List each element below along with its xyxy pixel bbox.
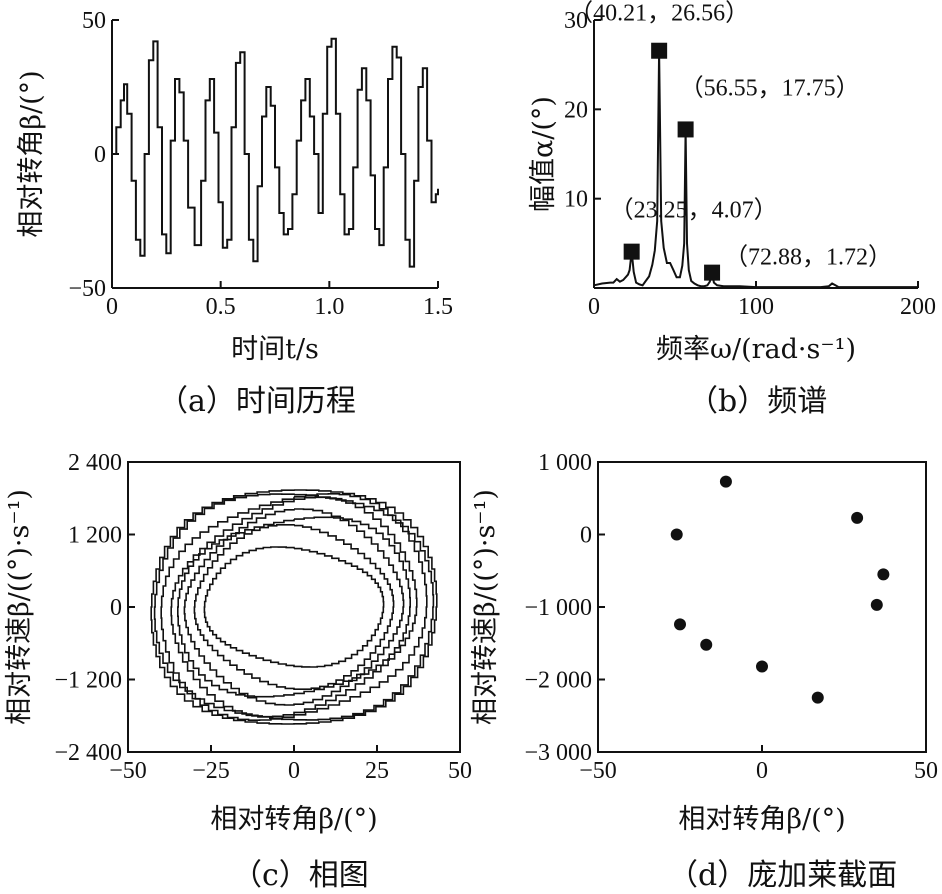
- peak-marker: [677, 121, 694, 138]
- x-tick-label: −50: [109, 758, 147, 784]
- phase-orbit: [160, 493, 428, 721]
- phase-orbit: [183, 508, 405, 706]
- peak-label: （23.25，4.07）: [610, 198, 778, 224]
- y-tick-label: −2 000: [524, 668, 592, 694]
- x-axis-label: 时间t/s: [231, 334, 319, 365]
- caption-b: （b）频谱: [688, 384, 828, 419]
- scatter-point: [670, 528, 683, 541]
- phase-orbit: [203, 546, 385, 668]
- x-tick-label: 25: [365, 758, 389, 784]
- y-tick-label: −50: [68, 276, 106, 302]
- y-tick-label: 0: [580, 523, 592, 549]
- x-axis-label: 频率ω/(rad·s⁻¹): [656, 334, 856, 365]
- x-tick-label: 1.0: [314, 294, 344, 320]
- scatter-point: [756, 660, 768, 673]
- caption-c: （c）相图: [232, 858, 369, 893]
- y-tick-label: 0: [110, 595, 122, 621]
- y-tick-label: 1 000: [538, 450, 592, 476]
- peak-marker: [651, 42, 668, 59]
- x-tick-label: 100: [738, 294, 774, 320]
- scatter-point: [700, 638, 713, 651]
- scatter-point: [719, 475, 732, 488]
- x-axis-label: 相对转角β/(°): [210, 804, 377, 835]
- phase-orbit: [193, 524, 395, 690]
- y-tick-label: 30: [564, 8, 588, 34]
- y-axis-label: 相对转角β/(°): [16, 70, 47, 237]
- y-tick-label: 1 200: [68, 523, 122, 549]
- subplot-spectrum: 0 100 200 30 20 10 频率ω/(rad·s⁻¹) 幅值α/(°) （23.25，…: [528, 1, 936, 365]
- scatter-point: [811, 691, 824, 704]
- peak-label: （56.55，17.75）: [680, 75, 860, 101]
- scatter-point: [851, 511, 864, 524]
- x-tick-label: −25: [192, 758, 230, 784]
- phase-orbit: [170, 496, 418, 718]
- subplot-phase-portrait: −50 −25 0 25 50 2 400 1 200 0 −1 200 −2 400 相对转角β/…: [4, 450, 472, 835]
- y-tick-label: −1 000: [524, 595, 592, 621]
- x-tick-label: 200: [900, 294, 936, 320]
- y-tick-label: −2 400: [54, 740, 122, 766]
- x-tick-label: 0.5: [206, 294, 236, 320]
- x-tick-label: 0: [756, 758, 768, 784]
- y-axis-label: 幅值α/(°): [528, 96, 559, 212]
- series-line: [112, 37, 439, 268]
- peak-label: （40.21，26.56）: [569, 1, 749, 27]
- y-tick-label: −3 000: [524, 740, 592, 766]
- y-tick-label: −1 200: [54, 668, 122, 694]
- x-tick-label: 1.5: [423, 294, 453, 320]
- scatter-point: [877, 568, 890, 581]
- x-tick-label: 0: [106, 294, 118, 320]
- peak-label: （72.88，1.72）: [724, 245, 892, 271]
- phase-orbit: [153, 493, 435, 721]
- y-tick-label: 50: [82, 8, 106, 34]
- y-tick-label: 2 400: [68, 450, 122, 476]
- y-tick-label: 0: [94, 142, 106, 168]
- y-tick-label: 10: [564, 187, 588, 213]
- phase-orbit: [177, 516, 411, 698]
- scatter-point: [870, 598, 883, 611]
- peak-marker: [623, 243, 640, 260]
- x-tick-label: 50: [448, 758, 472, 784]
- x-tick-label: 0: [588, 294, 600, 320]
- peak-marker: [704, 264, 721, 281]
- phase-orbit: [150, 489, 438, 725]
- x-axis-label: 相对转角β/(°): [678, 804, 845, 835]
- y-axis-label: 相对转速β̇/((°)·s⁻¹): [4, 489, 35, 725]
- scatter-point: [674, 618, 686, 631]
- y-axis-label: 相对转速β̇/((°)·s⁻¹): [470, 489, 501, 725]
- caption-d: （d）庞加莱截面: [668, 858, 898, 893]
- subplot-poincare-section: −50 0 50 1 000 0 −1 000 −2 000 −3 000 相对转角β/(°) 相…: [470, 450, 938, 835]
- x-tick-label: 0: [288, 758, 300, 784]
- x-tick-label: 50: [914, 758, 938, 784]
- caption-a: （a）时间历程: [158, 384, 356, 419]
- x-tick-label: −50: [579, 758, 617, 784]
- y-tick-label: 20: [564, 97, 588, 123]
